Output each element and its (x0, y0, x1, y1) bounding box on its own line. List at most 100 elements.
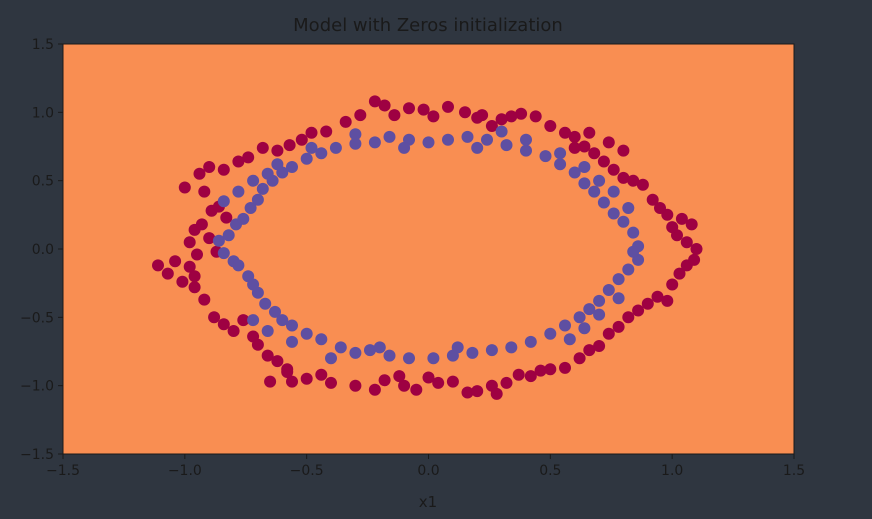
scatter-point-series1 (583, 303, 596, 316)
scatter-point-series1 (232, 185, 245, 198)
scatter-point-series0 (534, 364, 547, 377)
scatter-point-series0 (459, 106, 471, 119)
scatter-point-series1 (217, 195, 230, 208)
scatter-point-series1 (520, 144, 532, 157)
scatter-point-series0 (432, 376, 445, 389)
scatter-point-series1 (422, 136, 435, 149)
scatter-point-series0 (680, 236, 693, 249)
scatter-point-series0 (512, 368, 525, 381)
scatter-point-series1 (334, 341, 347, 354)
scatter-point-series0 (176, 275, 189, 288)
scatter-point-series0 (490, 387, 503, 400)
scatter-point-series0 (354, 109, 367, 122)
scatter-point-series1 (373, 341, 386, 354)
scatter-point-series1 (276, 314, 289, 327)
scatter-point-series1 (261, 325, 274, 337)
scatter-point-series1 (212, 234, 225, 247)
scatter-point-series0 (203, 161, 216, 173)
scatter-point-series0 (607, 163, 620, 176)
scatter-point-series0 (661, 294, 674, 307)
scatter-point-series0 (183, 236, 196, 249)
scatter-point-series0 (368, 383, 381, 396)
scatter-point-series1 (471, 141, 484, 154)
scatter-point-series0 (220, 211, 233, 224)
scatter-point-series0 (636, 178, 649, 191)
scatter-point-series1 (403, 352, 415, 365)
scatter-point-series0 (471, 111, 484, 124)
scatter-point-series0 (485, 120, 498, 132)
scatter-point-series1 (349, 128, 362, 141)
x-tick-label: −0.5 (290, 463, 324, 479)
scatter-point-series1 (251, 286, 264, 299)
scatter-point-series1 (481, 133, 493, 146)
scatter-point-series1 (461, 130, 474, 143)
y-tick-label: 1.5 (32, 37, 54, 53)
scatter-point-series1 (261, 167, 274, 180)
scatter-point-series0 (198, 185, 211, 198)
scatter-point-series0 (217, 163, 230, 176)
scatter-point-series1 (237, 212, 250, 225)
scatter-point-series1 (247, 174, 260, 187)
scatter-point-series1 (368, 136, 381, 149)
scatter-point-series1 (524, 335, 537, 348)
scatter-point-series1 (539, 150, 552, 163)
scatter-point-series0 (559, 126, 571, 139)
scatter-point-series1 (573, 311, 586, 324)
scatter-point-series0 (188, 270, 201, 283)
scatter-point-series0 (505, 110, 518, 123)
scatter-point-series1 (593, 174, 606, 187)
scatter-point-series1 (251, 193, 264, 206)
scatter-point-series1 (259, 297, 272, 310)
scatter-point-series0 (632, 304, 645, 317)
scatter-point-series0 (203, 232, 216, 245)
scatter-point-series1 (505, 341, 518, 354)
scatter-point-series1 (442, 133, 454, 146)
scatter-point-series0 (641, 297, 654, 310)
scatter-point-series1 (349, 137, 362, 150)
scatter-point-series1 (300, 327, 313, 340)
scatter-point-series0 (622, 311, 635, 324)
scatter-point-series1 (383, 349, 396, 362)
x-tick-label: 0.5 (539, 463, 561, 479)
scatter-point-series1 (622, 263, 635, 276)
scatter-point-series0 (388, 109, 401, 122)
scatter-point-series0 (349, 379, 362, 392)
scatter-point-series1 (617, 215, 630, 228)
scatter-point-series1 (593, 294, 606, 307)
scatter-point-series0 (195, 218, 208, 231)
scatter-point-series0 (320, 125, 333, 138)
scatter-point-series1 (315, 147, 328, 160)
scatter-point-series0 (393, 370, 406, 383)
y-tick-label: 1.0 (32, 105, 54, 121)
scatter-point-series0 (617, 171, 630, 184)
y-tick-label: −1.0 (20, 379, 54, 395)
scatter-point-series1 (593, 308, 606, 321)
scatter-point-series0 (685, 218, 698, 231)
scatter-point-series1 (232, 259, 245, 272)
y-tick-label: −0.5 (20, 310, 54, 326)
scatter-point-series0 (666, 221, 679, 234)
scatter-point-series0 (583, 344, 596, 357)
x-axis-label: x1 (419, 493, 437, 511)
scatter-point-series0 (612, 320, 625, 333)
scatter-point-series0 (617, 144, 630, 157)
scatter-point-series1 (607, 207, 620, 220)
scatter-point-series0 (602, 327, 615, 340)
scatter-point-series0 (283, 139, 296, 152)
scatter-point-series0 (271, 144, 284, 157)
scatter-point-series0 (500, 376, 513, 389)
scatter-point-series1 (520, 133, 532, 146)
scatter-point-series1 (286, 319, 298, 332)
y-tick-label: 0.0 (32, 242, 54, 258)
scatter-point-series1 (247, 314, 260, 327)
scatter-point-series1 (427, 352, 440, 365)
scatter-point-series1 (383, 130, 396, 143)
scatter-point-series1 (612, 292, 625, 305)
scatter-point-series1 (398, 141, 411, 154)
scatter-point-series1 (364, 344, 376, 357)
scatter-point-series0 (461, 386, 474, 399)
scatter-point-series0 (295, 133, 308, 146)
scatter-point-series1 (286, 161, 298, 173)
scatter-point-series0 (666, 278, 679, 291)
scatter-point-series1 (256, 182, 269, 195)
